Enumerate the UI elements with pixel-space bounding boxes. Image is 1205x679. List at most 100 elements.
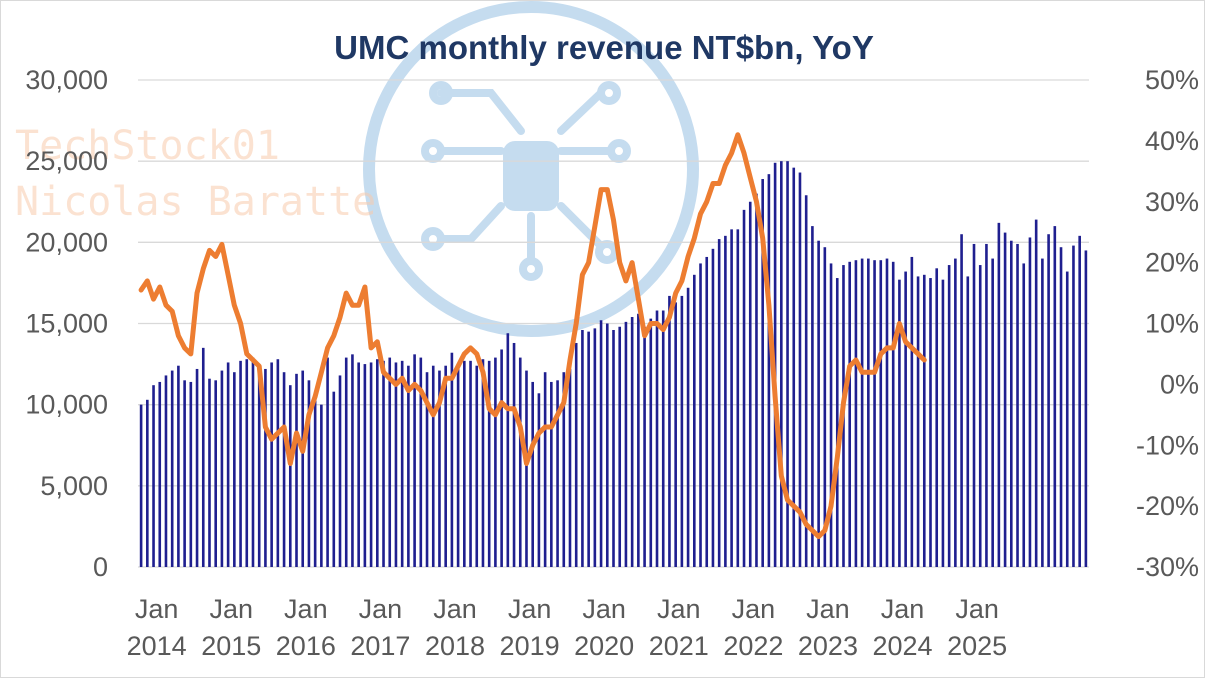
revenue-bar (556, 380, 559, 567)
revenue-bar (239, 360, 242, 567)
revenue-bar (730, 229, 733, 567)
revenue-bar (599, 320, 603, 567)
right-tick-label: 50% (1145, 65, 1199, 95)
left-tick-label: 15,000 (25, 309, 108, 339)
revenue-bar (686, 287, 690, 567)
revenue-bar (767, 174, 771, 568)
revenue-bar (792, 167, 796, 567)
revenue-bar (748, 201, 752, 567)
revenue-bar (189, 381, 193, 567)
revenue-bar (326, 357, 329, 567)
revenue-bar (208, 378, 211, 567)
revenue-bar (245, 359, 249, 567)
revenue-bar (456, 365, 460, 567)
revenue-bar (295, 373, 298, 567)
revenue-bar (214, 380, 218, 567)
left-axis-ticks: 0 5,000 10,000 15,000 20,000 25,000 30,000 (25, 65, 108, 582)
revenue-bar (550, 381, 553, 567)
revenue-bar (929, 278, 932, 567)
revenue-bar (270, 362, 273, 567)
revenue-bar (276, 359, 280, 567)
revenue-bar (475, 365, 479, 567)
revenue-bar (630, 317, 634, 567)
revenue-bar (637, 313, 640, 567)
revenue-bar (463, 360, 466, 567)
revenue-bar (978, 265, 982, 567)
left-tick-label: 25,000 (25, 146, 108, 176)
revenue-bar (935, 268, 939, 567)
revenue-bar (581, 329, 584, 567)
revenue-bar (525, 370, 528, 567)
yoy-line (138, 132, 927, 540)
revenue-bar (257, 364, 261, 567)
revenue-bar (500, 349, 503, 567)
revenue-bar (916, 276, 920, 567)
revenue-bar (574, 342, 578, 567)
revenue-bar (382, 360, 385, 567)
x-tick-month: Jan (657, 594, 701, 624)
revenue-bar (1059, 247, 1063, 567)
revenue-bar (313, 396, 317, 567)
revenue-bar (624, 321, 628, 567)
x-tick-year: 2024 (872, 631, 932, 661)
revenue-bar (419, 357, 423, 567)
revenue-bar (811, 226, 814, 567)
revenue-bar (835, 278, 839, 567)
x-tick-year: 2020 (574, 631, 634, 661)
revenue-bar (481, 359, 485, 567)
revenue-bar (954, 258, 957, 567)
revenue-bar (407, 365, 410, 567)
revenue-bar (282, 372, 286, 567)
revenue-bar (152, 385, 155, 567)
revenue-bar (288, 385, 292, 567)
revenue-bar (699, 263, 702, 567)
x-tick-year: 2014 (127, 631, 187, 661)
revenue-bar (388, 357, 392, 567)
revenue-bar (1016, 243, 1019, 567)
revenue-bar (164, 375, 168, 567)
revenue-bar (736, 229, 740, 567)
revenue-bar (910, 256, 914, 567)
revenue-bar (860, 258, 864, 567)
left-tick-label: 30,000 (25, 65, 108, 95)
revenue-bar (991, 258, 994, 567)
revenue-bar (183, 380, 186, 567)
revenue-bar (301, 370, 305, 567)
revenue-bar (724, 235, 727, 567)
revenue-bar (487, 360, 491, 567)
revenue-bar (195, 368, 199, 567)
revenue-bar (201, 347, 205, 567)
x-tick-month: Jan (508, 594, 552, 624)
x-tick-month: Jan (433, 594, 477, 624)
revenue-bar (518, 357, 522, 567)
revenue-bar (344, 357, 348, 567)
revenue-bar (537, 393, 541, 567)
revenue-bar (512, 342, 516, 567)
revenue-bar (226, 362, 230, 567)
revenue-bar (904, 271, 907, 567)
revenue-bar (674, 302, 677, 567)
revenue-bar (711, 248, 715, 567)
revenue-bar (562, 372, 566, 567)
revenue-bar (898, 279, 901, 567)
revenue-bar (425, 372, 429, 567)
revenue-bar (612, 329, 615, 567)
revenue-bar (922, 274, 926, 567)
revenue-bar (798, 172, 802, 567)
revenue-bar (873, 260, 876, 567)
chart-title: UMC monthly revenue NT$bn, YoY (334, 29, 874, 66)
revenue-bar (1072, 245, 1075, 567)
revenue-bar (1022, 263, 1026, 567)
revenue-bar (450, 352, 454, 567)
revenue-bar (966, 276, 970, 567)
revenue-bar (891, 261, 895, 567)
revenue-bar (506, 333, 510, 567)
revenue-bar (854, 260, 858, 567)
yoy-series-line (138, 132, 927, 540)
revenue-bar (400, 360, 404, 567)
revenue-bar (363, 364, 367, 567)
x-axis-ticks: Jan 2014 Jan 2015 Jan 2016 Jan 2017 Jan 2018 Jan 20… (127, 594, 1008, 661)
x-tick-year: 2025 (947, 631, 1007, 661)
